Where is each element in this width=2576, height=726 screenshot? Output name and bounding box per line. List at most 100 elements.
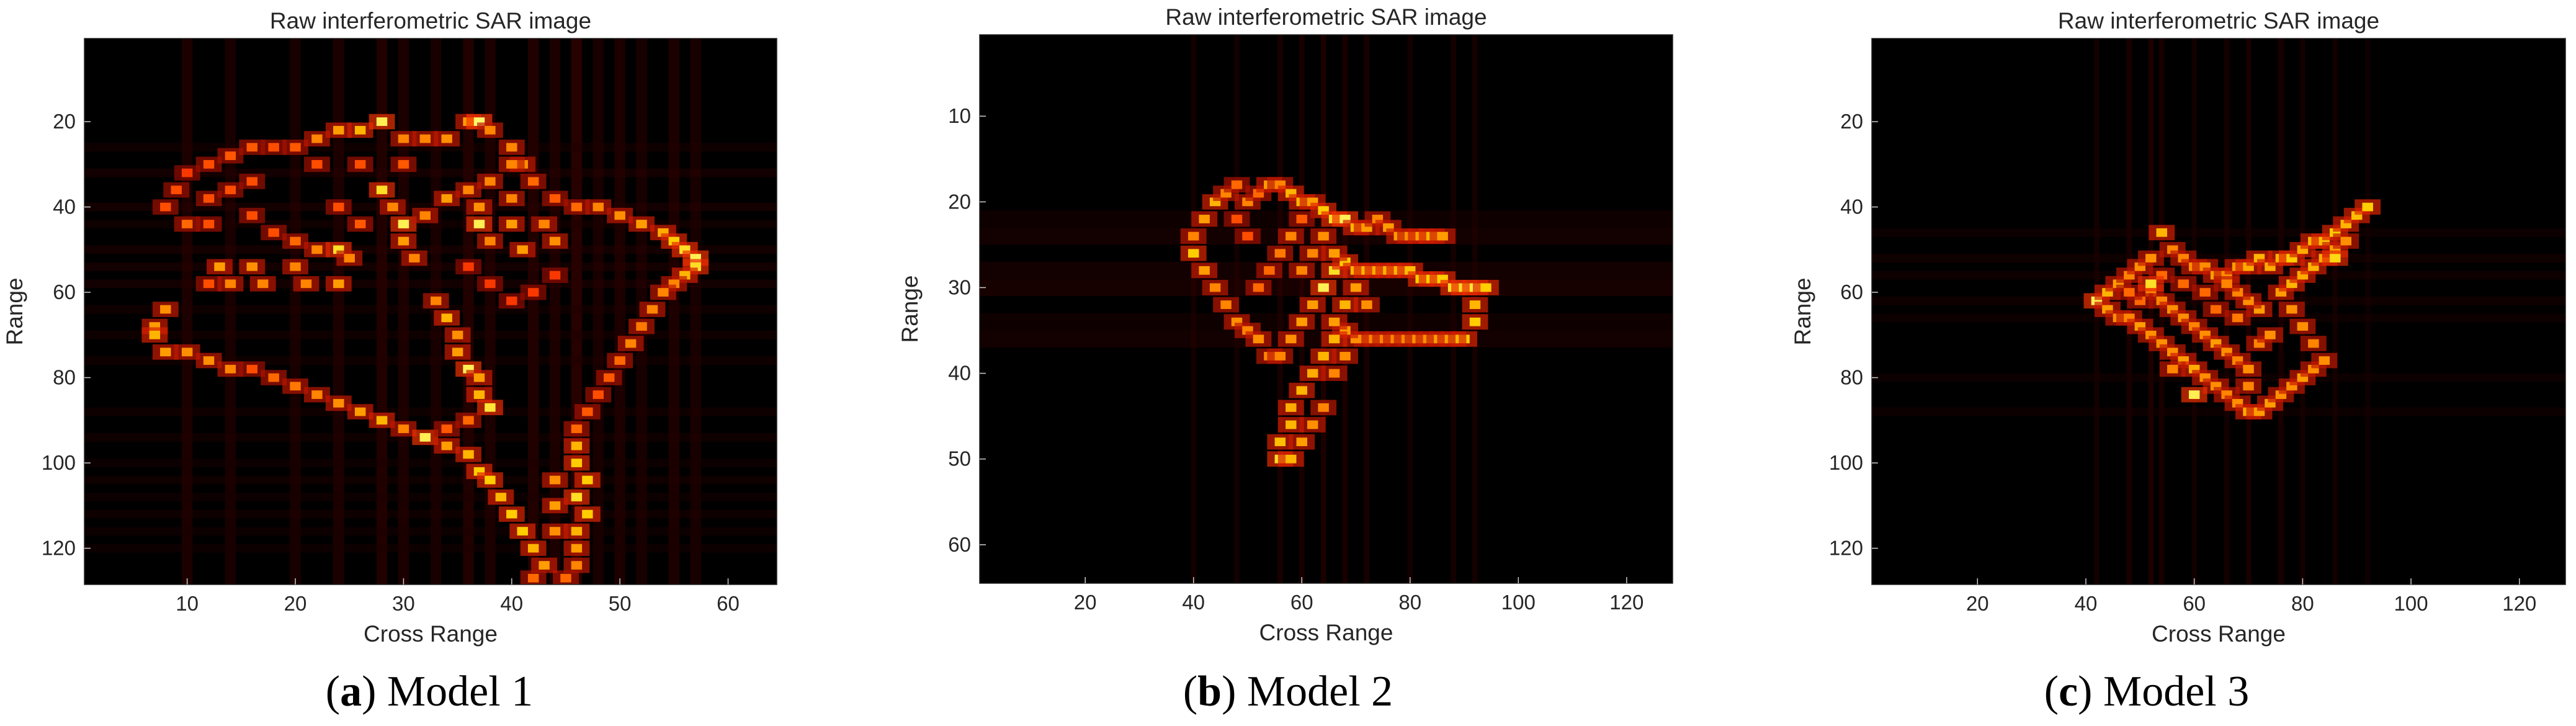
- scatterer-cell: [354, 220, 366, 228]
- scatterer-cell: [593, 202, 604, 212]
- sidelobe-streak-vertical: [549, 38, 561, 585]
- x-tick-label: 20: [284, 592, 307, 615]
- scatterer-cell: [225, 279, 236, 289]
- sidelobe-streak-horizontal: [1872, 407, 2565, 416]
- scatterer-cell: [1328, 249, 1340, 258]
- x-tick-label: 60: [717, 592, 740, 615]
- x-tick-label: 80: [2291, 592, 2314, 615]
- x-tick-label: 80: [1398, 591, 1421, 614]
- y-tick-label: 20: [1840, 110, 1863, 133]
- sidelobe-streak-vertical: [668, 38, 680, 585]
- scatterer-cell: [268, 143, 279, 152]
- scatterer-cell: [419, 211, 431, 220]
- scatterer-cell: [2178, 279, 2189, 289]
- scatterer-cell: [376, 117, 388, 126]
- y-tick-label: 20: [948, 190, 971, 213]
- y-tick-label: 40: [53, 195, 76, 218]
- scatterer-cell: [571, 561, 583, 570]
- heatmap-area: 10 20 30 40 50 60 20 40 60 80 100 120: [42, 38, 777, 615]
- sidelobe-streak-vertical: [2148, 38, 2154, 585]
- sar-heatmap-plot: Raw interferometric SAR image 10 20 30 40 50…: [2, 8, 777, 647]
- scatterer-cell: [171, 186, 182, 194]
- x-tick-label: 100: [2394, 592, 2428, 615]
- scatterer-cell: [387, 202, 398, 212]
- scatterer-cell: [506, 509, 517, 519]
- scatterer-cell: [1264, 266, 1275, 275]
- scatterer-cell: [1274, 352, 1286, 361]
- y-tick-label: 80: [1840, 366, 1863, 389]
- x-tick-label: 40: [1182, 591, 1205, 614]
- scatterer-cell: [1328, 334, 1340, 344]
- y-tick-label: 40: [948, 362, 971, 385]
- scatterer-cell: [1350, 283, 1362, 292]
- y-tick-label: 50: [948, 447, 971, 470]
- scatterer-cell: [1199, 266, 1210, 275]
- caption-text: ) Model 2: [1222, 668, 1393, 715]
- sidelobe-streak-horizontal: [84, 527, 777, 536]
- sidelobe-streak-vertical: [2332, 38, 2338, 585]
- axes-frame: [1871, 38, 2566, 585]
- scatterer-cell: [539, 220, 550, 228]
- sidelobe-streak-vertical: [1277, 35, 1283, 583]
- scatterer-cell: [419, 432, 431, 442]
- scatterer-cell: [268, 228, 279, 237]
- scatterer-cell: [571, 459, 583, 467]
- scatterer-cell: [549, 527, 561, 536]
- scatterer-cell: [203, 279, 215, 289]
- scatterer-cell: [604, 373, 615, 382]
- scatterer-cell: [160, 347, 171, 357]
- y-axis-label: Range: [2, 277, 27, 345]
- scatterer-cell: [625, 339, 637, 348]
- scatterer-cell: [2188, 390, 2200, 399]
- scatterer-cell: [2210, 305, 2222, 314]
- chart-title: Raw interferometric SAR image: [1165, 4, 1487, 30]
- x-tick-label: 40: [500, 592, 523, 615]
- scatterer-cell: [1437, 231, 1448, 241]
- scatterer-cell: [463, 186, 474, 194]
- scatterer-cell: [506, 296, 517, 305]
- y-tick-label: 100: [1829, 451, 1863, 474]
- scatterer-cell: [409, 254, 420, 262]
- y-tick-label: 30: [948, 276, 971, 298]
- scatterer-cell: [2265, 330, 2276, 339]
- scatterer-cell: [1361, 300, 1372, 309]
- scatterer-cell: [506, 159, 517, 169]
- scatterer-cell: [1187, 249, 1199, 258]
- y-tick-label: 60: [53, 280, 76, 303]
- scatterer-cell: [1199, 215, 1210, 223]
- sidelobe-streak-vertical: [2364, 38, 2371, 585]
- caption-letter: c: [2059, 668, 2078, 715]
- scatterer-cell: [506, 194, 517, 203]
- sidelobe-streak-vertical: [593, 38, 604, 585]
- scatterer-cell: [1231, 215, 1243, 223]
- scatterer-cell: [181, 347, 193, 357]
- scatterer-cell: [398, 134, 409, 143]
- scatterer-cell: [441, 313, 452, 323]
- y-tick-label: 60: [1840, 280, 1863, 303]
- heatmap-area: 20 40 60 80 100 120 20 40 60 80 100 120: [1829, 38, 2566, 615]
- scatterer-cell: [354, 407, 366, 416]
- scatterer-cell: [2319, 356, 2330, 365]
- scatterer-cell: [214, 262, 225, 271]
- scatterer-cell: [1253, 283, 1264, 292]
- scatterer-cell: [311, 245, 323, 254]
- x-tick-label: 50: [609, 592, 632, 615]
- sar-heatmap-plot: Raw interferometric SAR image 20 40 60 80 10…: [1790, 8, 2566, 647]
- sidelobe-streak-horizontal: [1872, 373, 2565, 382]
- sidelobe-streak-horizontal: [1872, 228, 2565, 237]
- scatterer-cell: [582, 407, 593, 416]
- panel-caption: (b) Model 2: [859, 664, 1717, 720]
- scatterer-cell: [311, 159, 323, 169]
- scatterer-cell: [290, 143, 301, 152]
- scatterer-cell: [485, 125, 496, 135]
- scatterer-cell: [636, 220, 647, 228]
- caption-letter: a: [340, 668, 362, 715]
- caption-prefix: (: [325, 668, 341, 715]
- sidelobe-streak-vertical: [225, 38, 236, 585]
- y-tick-label: 20: [53, 110, 76, 133]
- sidelobe-streak-horizontal: [1872, 254, 2565, 262]
- sidelobe-streak-vertical: [398, 38, 409, 585]
- scatterer-cell: [2145, 279, 2157, 289]
- axes-frame: [979, 34, 1673, 584]
- scatterer-cell: [636, 322, 647, 331]
